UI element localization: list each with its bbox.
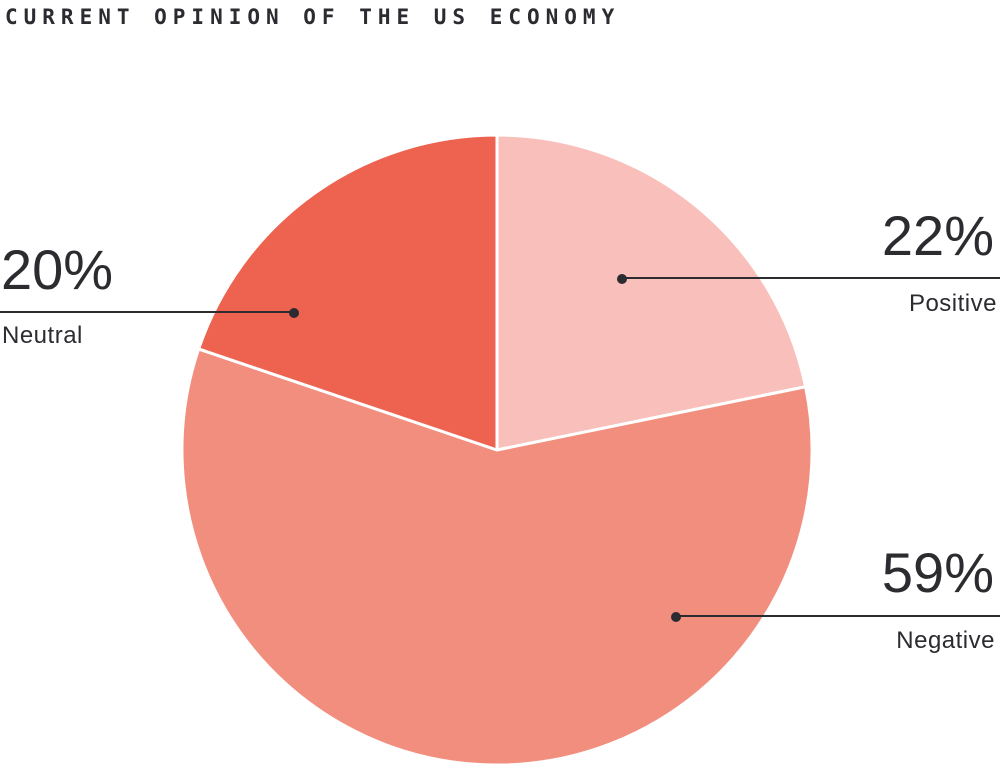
chart-title: CURRENT OPINION OF THE US ECONOMY xyxy=(5,5,621,29)
pie-slice-negative xyxy=(180,347,814,767)
negative-callout-dot xyxy=(671,612,681,622)
positive-callout-line xyxy=(622,277,1000,279)
neutral-percentage: 20% xyxy=(1,238,114,301)
positive-label: Positive xyxy=(908,290,997,317)
positive-callout-dot xyxy=(617,274,627,284)
neutral-label: Neutral xyxy=(2,322,83,349)
negative-percentage: 59% xyxy=(881,541,994,604)
neutral-callout-dot xyxy=(289,308,299,318)
positive-percentage: 22% xyxy=(881,204,994,267)
neutral-callout-line xyxy=(0,311,294,313)
negative-callout-line xyxy=(676,615,1000,617)
pie-slice-positive xyxy=(495,133,808,452)
negative-label: Negative xyxy=(896,627,995,654)
pie-slice-neutral xyxy=(197,133,499,452)
